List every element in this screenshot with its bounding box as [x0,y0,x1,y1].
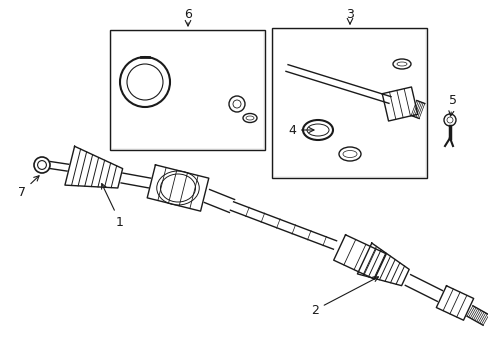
Circle shape [228,96,244,112]
Polygon shape [410,100,424,118]
Polygon shape [147,165,208,211]
Text: 6: 6 [183,8,192,21]
Ellipse shape [245,116,253,120]
Ellipse shape [306,124,328,136]
Text: 3: 3 [346,8,353,21]
Polygon shape [230,202,336,249]
Ellipse shape [303,120,332,140]
Text: 2: 2 [310,277,378,316]
Bar [271,28,426,178]
Polygon shape [466,306,488,325]
Ellipse shape [392,59,410,69]
Text: 5: 5 [448,94,456,116]
Circle shape [232,100,241,108]
Text: 7: 7 [18,176,39,198]
Polygon shape [121,173,156,189]
Polygon shape [285,65,390,103]
Bar [112,32,263,148]
Bar [273,30,424,176]
Text: 1: 1 [102,184,123,229]
Ellipse shape [338,147,360,161]
Bar [110,30,264,150]
Text: 4: 4 [287,123,313,136]
Circle shape [34,157,50,173]
Polygon shape [65,146,122,188]
Circle shape [443,114,455,126]
Polygon shape [204,189,234,212]
Circle shape [38,161,46,170]
Polygon shape [435,286,473,320]
Circle shape [120,57,170,107]
Polygon shape [357,243,408,286]
Polygon shape [49,162,70,171]
Polygon shape [333,235,386,279]
Polygon shape [382,87,417,121]
Circle shape [446,117,452,123]
Polygon shape [172,52,227,112]
Ellipse shape [243,113,257,122]
Circle shape [127,64,163,100]
Ellipse shape [342,150,356,158]
Polygon shape [405,275,442,301]
Ellipse shape [396,62,406,66]
